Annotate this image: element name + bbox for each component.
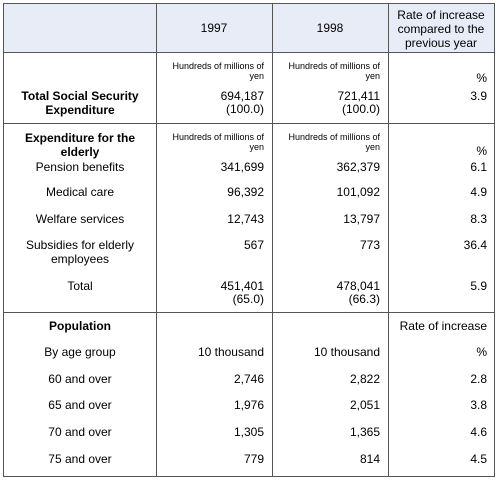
elderly-heading: Expenditure for the elderly bbox=[24, 131, 135, 159]
total-1997-share: (100.0) bbox=[225, 102, 264, 116]
row-label: Pension benefits bbox=[35, 160, 125, 174]
row-value-1997: 779 bbox=[243, 452, 264, 466]
row-rate: 4.6 bbox=[470, 425, 487, 439]
elderly-total-label: Total bbox=[67, 279, 93, 293]
row-value-1997: 567 bbox=[243, 238, 264, 252]
total-1997-value: 694,187 bbox=[220, 89, 264, 103]
header-1997: 1997 bbox=[200, 21, 228, 35]
row-rate: 8.3 bbox=[470, 212, 487, 226]
unit-1997: Hundreds of millions of yen bbox=[172, 61, 264, 81]
row-label: 75 and over bbox=[48, 452, 112, 466]
row-label: 70 and over bbox=[48, 425, 112, 439]
row-rate: 36.4 bbox=[463, 238, 487, 252]
row-value-1997: 96,392 bbox=[227, 185, 264, 199]
header-rate: Rate of increase compared to the previou… bbox=[397, 8, 485, 50]
row-value-1997: 1,305 bbox=[233, 425, 264, 439]
row-label: 60 and over bbox=[48, 372, 112, 386]
row-value-1998: 814 bbox=[359, 452, 380, 466]
elderly-total-1998: 478,041 bbox=[336, 279, 380, 293]
row-label: Welfare services bbox=[35, 212, 125, 226]
row-value-1998: 362,379 bbox=[336, 160, 380, 174]
population-unit-1998: 10 thousand bbox=[313, 345, 380, 359]
total-1998-value: 721,411 bbox=[337, 89, 381, 103]
row-value-1998: 13,797 bbox=[343, 212, 380, 226]
section-divider bbox=[4, 312, 494, 313]
column-divider bbox=[156, 4, 157, 476]
column-divider bbox=[272, 4, 273, 476]
population-heading: Population bbox=[49, 319, 111, 333]
elderly-total-1998-share: (66.3) bbox=[348, 292, 380, 306]
population-unit-1997: 10 thousand bbox=[197, 345, 264, 359]
row-rate: 6.1 bbox=[470, 160, 487, 174]
row-value-1997: 1,976 bbox=[233, 398, 264, 412]
section-divider bbox=[4, 123, 494, 124]
elderly-unit-1998: Hundreds of millions of yen bbox=[288, 132, 380, 152]
total-1998-share: (100.0) bbox=[341, 102, 380, 116]
row-value-1997: 341,699 bbox=[220, 160, 264, 174]
column-divider bbox=[388, 4, 389, 476]
elderly-total-1997-share: (65.0) bbox=[232, 292, 264, 306]
row-rate: 2.8 bbox=[470, 372, 487, 386]
unit-1998: Hundreds of millions of yen bbox=[288, 61, 380, 81]
row-rate: 4.5 bbox=[470, 452, 487, 466]
table-header-background bbox=[4, 4, 494, 52]
elderly-total-rate: 5.9 bbox=[470, 279, 487, 293]
header-1998: 1998 bbox=[316, 21, 344, 35]
population-unit-rate: % bbox=[476, 345, 487, 359]
row-value-1998: 773 bbox=[359, 238, 380, 252]
social-security-table: 1997 1998 Rate of increase compared to t… bbox=[3, 3, 495, 477]
row-value-1997: 12,743 bbox=[227, 212, 264, 226]
row-label: Subsidies for elderly employees bbox=[25, 238, 135, 266]
total-rate: 3.9 bbox=[470, 89, 487, 103]
row-rate: 4.9 bbox=[470, 185, 487, 199]
row-value-1998: 2,051 bbox=[349, 398, 380, 412]
total-expenditure-label: Total Social Security Expenditure bbox=[21, 89, 139, 117]
elderly-unit-1997: Hundreds of millions of yen bbox=[172, 132, 264, 152]
elderly-total-1997: 451,401 bbox=[220, 279, 264, 293]
row-value-1998: 2,822 bbox=[349, 372, 380, 386]
row-value-1997: 2,746 bbox=[233, 372, 264, 386]
unit-rate: % bbox=[476, 71, 487, 85]
age-group-label: By age group bbox=[44, 345, 116, 359]
population-rate-heading: Rate of increase bbox=[399, 319, 487, 333]
row-label: 65 and over bbox=[48, 398, 112, 412]
row-label: Medical care bbox=[45, 185, 115, 199]
row-rate: 3.8 bbox=[470, 398, 487, 412]
row-value-1998: 101,092 bbox=[336, 185, 380, 199]
row-value-1998: 1,365 bbox=[349, 425, 380, 439]
section-divider bbox=[4, 52, 494, 53]
elderly-unit-rate: % bbox=[476, 144, 487, 158]
